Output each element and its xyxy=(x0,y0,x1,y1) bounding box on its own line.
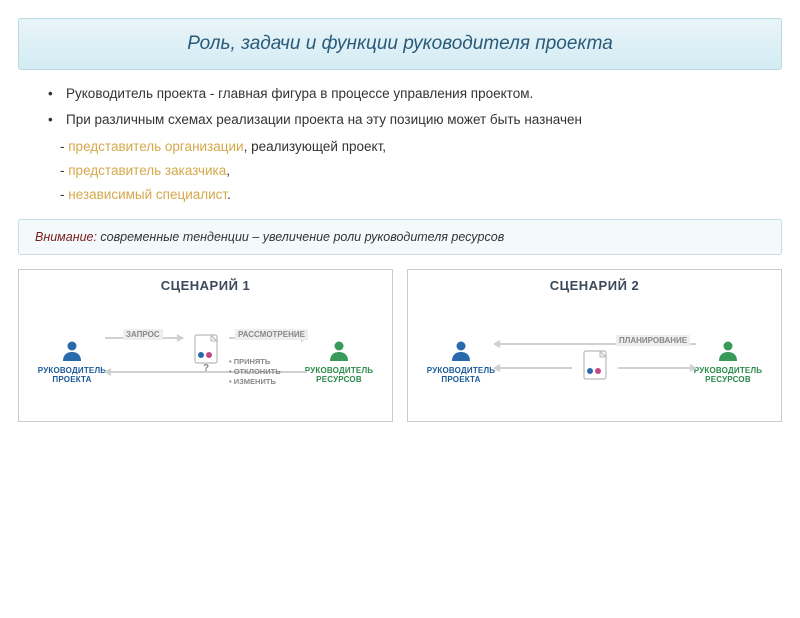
person-icon xyxy=(60,339,84,363)
sub-1: - представитель организации, реализующей… xyxy=(48,137,752,157)
s2-right-actor: РУКОВОДИТЕЛЬ РЕСУРСОВ xyxy=(683,339,773,384)
bullet-2: При различным схемах реализации проекта … xyxy=(48,110,752,130)
attention-box: Внимание: современные тенденции – увелич… xyxy=(18,219,782,255)
person-icon xyxy=(716,339,740,363)
sub-3-highlight: независимый специалист xyxy=(68,187,227,202)
s2-arrow-return-left xyxy=(494,367,572,369)
person-icon xyxy=(449,339,473,363)
bullet-1: Руководитель проекта - главная фигура в … xyxy=(48,84,752,104)
s1-right-role: РУКОВОДИТЕЛЬ РЕСУРСОВ xyxy=(294,366,384,384)
s1-action-accept: ПРИНЯТЬ xyxy=(229,357,281,367)
s1-doc-icon: ? xyxy=(185,333,227,376)
slide-title: Роль, задачи и функции руководителя прое… xyxy=(39,33,761,55)
sub-3: - независимый специалист. xyxy=(48,185,752,205)
s1-action-reject: ОТКЛОНИТЬ xyxy=(229,367,281,377)
content-body: Руководитель проекта - главная фигура в … xyxy=(0,84,800,205)
slide-title-box: Роль, задачи и функции руководителя прое… xyxy=(18,18,782,70)
scenario-2-panel: СЦЕНАРИЙ 2 РУКОВОДИТЕЛЬ ПРОЕКТА РУКОВОДИ… xyxy=(407,269,782,422)
sub-2-prefix: - xyxy=(60,163,68,178)
s2-arrow-return-right xyxy=(618,367,696,369)
attention-label: Внимание: xyxy=(35,230,97,244)
s1-action-modify: ИЗМЕНИТЬ xyxy=(229,377,281,387)
scenario-1-title: СЦЕНАРИЙ 1 xyxy=(27,278,384,293)
scenario-1-diagram: РУКОВОДИТЕЛЬ ПРОЕКТА РУКОВОДИТЕЛЬ РЕСУРС… xyxy=(27,301,384,411)
sub-3-prefix: - xyxy=(60,187,68,202)
s2-label-plan: ПЛАНИРОВАНИЕ xyxy=(616,335,690,346)
scenarios-row: СЦЕНАРИЙ 1 РУКОВОДИТЕЛЬ ПРОЕКТА РУКОВОДИ… xyxy=(0,269,800,422)
s1-label-review: РАССМОТРЕНИЕ xyxy=(235,329,308,340)
s1-left-actor: РУКОВОДИТЕЛЬ ПРОЕКТА xyxy=(27,339,117,384)
sub-1-prefix: - xyxy=(60,139,68,154)
attention-text: современные тенденции – увеличение роли … xyxy=(97,230,504,244)
scenario-2-diagram: РУКОВОДИТЕЛЬ ПРОЕКТА РУКОВОДИТЕЛЬ РЕСУРС… xyxy=(416,301,773,411)
s1-actions: ПРИНЯТЬ ОТКЛОНИТЬ ИЗМЕНИТЬ xyxy=(229,357,281,386)
sub-2-highlight: представитель заказчика xyxy=(68,163,226,178)
sub-1-suffix: , реализующей проект, xyxy=(244,139,386,154)
person-icon xyxy=(327,339,351,363)
s1-right-actor: РУКОВОДИТЕЛЬ РЕСУРСОВ xyxy=(294,339,384,384)
svg-text:?: ? xyxy=(203,363,209,371)
s2-doc-icon xyxy=(574,349,616,388)
sub-3-suffix: . xyxy=(227,187,231,202)
s1-label-request: ЗАПРОС xyxy=(123,329,163,340)
sub-2: - представитель заказчика, xyxy=(48,161,752,181)
sub-1-highlight: представитель организации xyxy=(68,139,243,154)
sub-2-suffix: , xyxy=(226,163,230,178)
scenario-1-panel: СЦЕНАРИЙ 1 РУКОВОДИТЕЛЬ ПРОЕКТА РУКОВОДИ… xyxy=(18,269,393,422)
scenario-2-title: СЦЕНАРИЙ 2 xyxy=(416,278,773,293)
